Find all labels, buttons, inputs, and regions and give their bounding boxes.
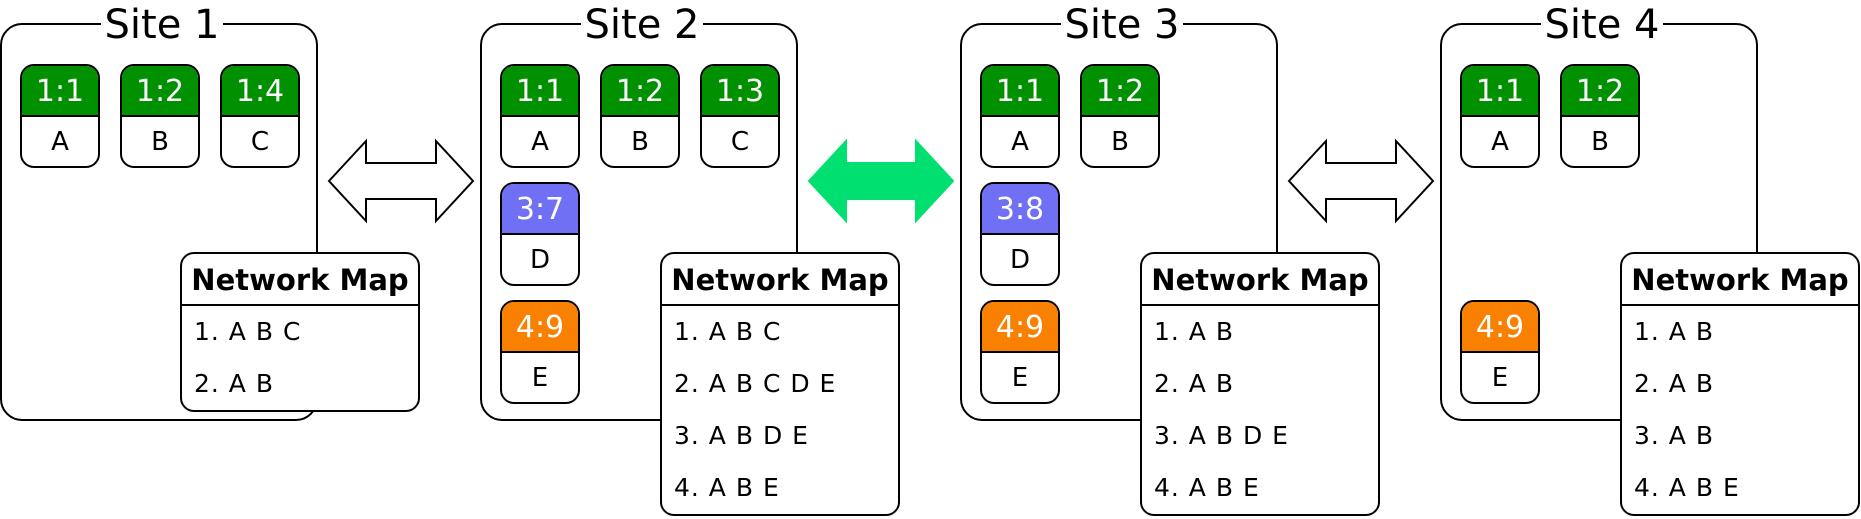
- network-map: Network Map 1. A B 2. A B 3. A B D E 4. A B …: [1140, 252, 1380, 516]
- node-version-tag: 4:9: [982, 302, 1058, 353]
- node-letter: B: [631, 127, 649, 157]
- node-version-tag: 1:2: [1082, 66, 1158, 117]
- node-version-tag: 1:2: [1562, 66, 1638, 117]
- network-map-title: Network Map: [1142, 254, 1378, 306]
- network-map: Network Map 1. A B C 2. A B C D E 3. A B D …: [660, 252, 900, 516]
- node-card: 4:9 E: [1460, 300, 1540, 404]
- node-card: 1:1 A: [980, 64, 1060, 168]
- node-version-tag: 3:7: [502, 184, 578, 235]
- site-title: Site 2: [480, 1, 804, 49]
- double-arrow-icon: [807, 138, 955, 224]
- node-version-tag: 1:1: [1462, 66, 1538, 117]
- network-map-row: 1. A B: [1634, 317, 1714, 346]
- node-card: 4:9 E: [980, 300, 1060, 404]
- active-sync-arrow: [807, 138, 955, 224]
- node-letter: D: [1009, 245, 1031, 275]
- sync-arrow: [327, 138, 475, 224]
- node-card: 1:3 C: [700, 64, 780, 168]
- node-card: 1:4 C: [220, 64, 300, 168]
- node-letter: B: [1111, 127, 1129, 157]
- node-card: 1:1 A: [20, 64, 100, 168]
- network-map-row: 2. A B C D E: [674, 369, 837, 398]
- node-card: 1:1 A: [1460, 64, 1540, 168]
- site-panel: Site 4 1:1 A 1:2 B 4:9 E Network Map 1. A B 2. A …: [1440, 0, 1860, 519]
- sync-arrow: [1287, 138, 1435, 224]
- node-letter: E: [1011, 363, 1029, 393]
- node-letter: B: [151, 127, 169, 157]
- network-map-row: 3. A B D E: [674, 421, 809, 450]
- node-card: 1:2 B: [1560, 64, 1640, 168]
- node-card: 4:9 E: [500, 300, 580, 404]
- network-map-title: Network Map: [1622, 254, 1858, 306]
- node-card: 3:7 D: [500, 182, 580, 286]
- node-version-tag: 1:1: [982, 66, 1058, 117]
- site-title-text: Site 2: [580, 2, 704, 48]
- node-letter: C: [730, 127, 750, 157]
- node-version-tag: 1:2: [602, 66, 678, 117]
- node-letter: C: [250, 127, 270, 157]
- double-arrow-icon: [1287, 138, 1435, 224]
- node-letter: A: [51, 127, 69, 157]
- node-letter: E: [1491, 363, 1509, 393]
- node-card: 3:8 D: [980, 182, 1060, 286]
- node-version-tag: 1:4: [222, 66, 298, 117]
- node-letter: A: [1011, 127, 1029, 157]
- node-card: 1:1 A: [500, 64, 580, 168]
- network-map-row: 2. A B: [1154, 369, 1234, 398]
- site-title-text: Site 3: [1060, 2, 1184, 48]
- network-map-row: 4. A B E: [674, 473, 780, 502]
- network-map-title: Network Map: [182, 254, 418, 306]
- network-map-row: 4. A B E: [1154, 473, 1260, 502]
- node-version-tag: 4:9: [1462, 302, 1538, 353]
- site-panel: Site 1 1:1 A 1:2 B 1:4 C Network Map 1. A B C 2. …: [0, 0, 420, 519]
- site-title: Site 4: [1440, 1, 1764, 49]
- network-map-row: 1. A B: [1154, 317, 1234, 346]
- site-title-text: Site 1: [100, 2, 224, 48]
- node-version-tag: 1:3: [702, 66, 778, 117]
- site-title: Site 3: [960, 1, 1284, 49]
- network-map-row: 1. A B C: [194, 317, 302, 346]
- site-panel: Site 2 1:1 A 1:2 B 1:3 C 3:7 D 4:9 E Network Map 1. …: [480, 0, 900, 519]
- network-map-row: 4. A B E: [1634, 473, 1740, 502]
- node-version-tag: 1:2: [122, 66, 198, 117]
- node-letter: A: [1491, 127, 1509, 157]
- site-title: Site 1: [0, 1, 324, 49]
- node-letter: B: [1591, 127, 1609, 157]
- network-map-row: 1. A B C: [674, 317, 782, 346]
- node-card: 1:2 B: [1080, 64, 1160, 168]
- node-version-tag: 3:8: [982, 184, 1058, 235]
- network-map-row: 2. A B: [194, 369, 274, 398]
- node-letter: D: [529, 245, 551, 275]
- node-letter: A: [531, 127, 549, 157]
- network-map-row: 3. A B: [1634, 421, 1714, 450]
- network-map-row: 3. A B D E: [1154, 421, 1289, 450]
- network-map: Network Map 1. A B C 2. A B: [180, 252, 420, 412]
- site-panel: Site 3 1:1 A 1:2 B 3:8 D 4:9 E Network Map 1. A B 2…: [960, 0, 1380, 519]
- network-map: Network Map 1. A B 2. A B 3. A B 4. A B E: [1620, 252, 1860, 516]
- site-title-text: Site 4: [1540, 2, 1664, 48]
- node-card: 1:2 B: [600, 64, 680, 168]
- node-letter: E: [531, 363, 549, 393]
- double-arrow-icon: [327, 138, 475, 224]
- node-card: 1:2 B: [120, 64, 200, 168]
- node-version-tag: 1:1: [502, 66, 578, 117]
- node-version-tag: 4:9: [502, 302, 578, 353]
- network-map-title: Network Map: [662, 254, 898, 306]
- network-map-row: 2. A B: [1634, 369, 1714, 398]
- node-version-tag: 1:1: [22, 66, 98, 117]
